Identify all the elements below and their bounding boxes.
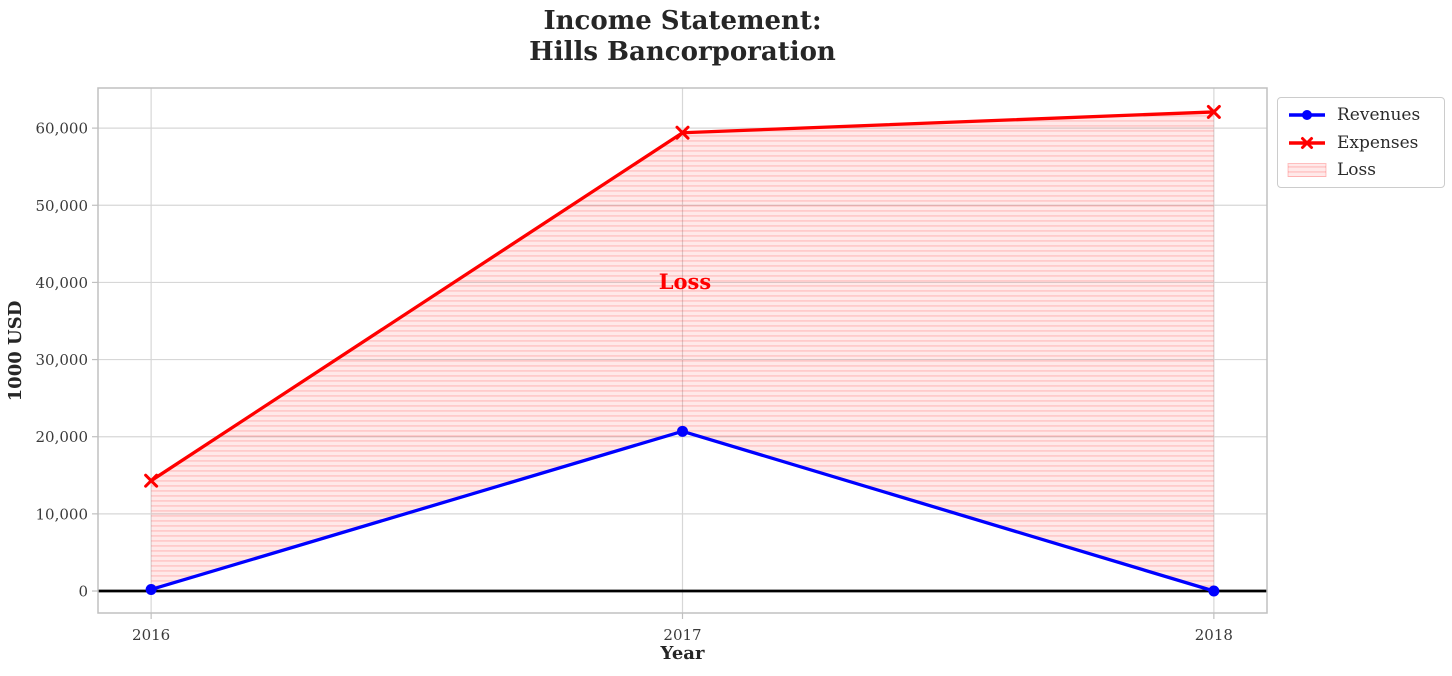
x-tick-label: 2017 [663,626,701,644]
y-tick-label: 60,000 [36,120,89,138]
loss-annotation: Loss [658,269,712,294]
revenues-line-swatch [1287,106,1327,124]
loss-patch-icon [1287,163,1327,177]
y-tick-label: 50,000 [36,197,89,215]
y-tick-label: 10,000 [36,505,89,523]
legend-label-loss: Loss [1337,160,1376,180]
legend-label-revenues: Revenues [1337,105,1421,125]
y-tick-label: 0 [78,583,88,601]
legend-item-expenses: Expenses [1287,133,1434,153]
legend-item-loss: Loss [1287,160,1434,180]
legend-label-expenses: Expenses [1337,132,1419,153]
legend-swatch-glyph [1289,110,1325,120]
x-marker-stroke [675,125,690,140]
y-axis-title: 1000 USD [5,300,26,402]
y-tick-label: 40,000 [36,274,89,292]
legend-swatch-glyph [1289,136,1325,149]
x-tick-label: 2016 [132,626,170,644]
legend: Revenues Expenses Loss [1277,97,1445,188]
circle-marker-icon [1302,110,1312,120]
x-marker-icon [1301,136,1313,149]
chart-title-line1: Income Statement: [543,6,822,36]
x-marker-stroke [1206,104,1221,119]
chart-title-line2: Hills Bancorporation [529,37,836,67]
chart-title: Income Statement: Hills Bancorporation [98,6,1267,68]
revenues-marker [145,583,157,595]
y-tick-label: 30,000 [36,351,89,369]
x-axis-title: Year [660,643,705,664]
expenses-marker [1206,104,1221,119]
revenues-marker [1208,585,1220,597]
loss-fill [151,111,1214,592]
y-tick-label: 20,000 [36,428,89,446]
expenses-marker [144,473,159,488]
revenues-marker [677,425,688,437]
legend-swatch-glyph [1287,163,1327,177]
expenses-line-swatch [1287,134,1327,152]
x-marker-stroke [144,473,159,488]
legend-item-revenues: Revenues [1287,105,1434,125]
expenses-marker [675,125,690,140]
x-tick-label: 2018 [1195,626,1233,644]
loss-patch-swatch [1287,161,1327,179]
